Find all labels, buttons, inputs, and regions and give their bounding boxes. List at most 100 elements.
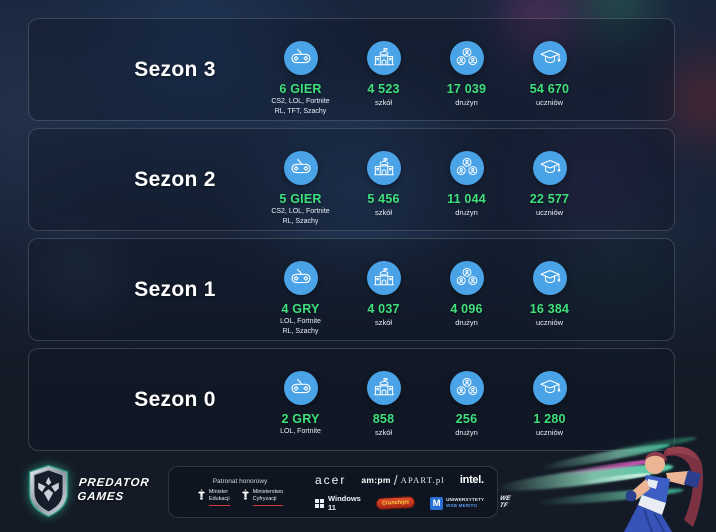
games-list-line2: RL, Szachy: [282, 328, 319, 336]
polish-eagle-icon: [241, 489, 250, 500]
stat-schools: 858 szkół: [342, 349, 425, 450]
schools-count: 5 456: [367, 192, 400, 206]
windows-icon: [315, 498, 324, 508]
polish-eagle-icon: [197, 489, 206, 500]
games-list-line1: CS2, LOL, Fortnite: [271, 208, 330, 215]
gamepad-icon: [283, 261, 318, 295]
season-stats: 2 GRY LOL, Fortnite 858 szkół 256 drużyn…: [259, 349, 593, 450]
graduation-cap-icon: [532, 41, 567, 75]
season-title: Sezon 2: [134, 167, 216, 191]
stat-schools: 5 456 szkół: [342, 129, 425, 230]
games-list-line1: LOL, Fortnite: [280, 428, 321, 435]
school-icon: [366, 371, 401, 405]
school-icon: [366, 41, 401, 75]
graduation-cap-icon: [532, 261, 567, 295]
season-card-2: Sezon 2 5 GIER CS2, LOL, Fortnite RL, Sz…: [28, 128, 675, 231]
students-count: 16 384: [529, 302, 570, 316]
gamepad-icon: [283, 41, 318, 75]
ampm-apart-logo: am:pm / APART.pl: [361, 472, 445, 488]
games-count: 5 GIER: [279, 192, 322, 206]
teams-icon: [449, 41, 484, 75]
games-list-line1: LOL, Fortnite: [280, 318, 321, 325]
stat-teams: 256 drużyn: [425, 349, 508, 450]
season-stats: 6 GIER CS2, LOL, Fortnite RL, TFT, Szach…: [259, 19, 593, 120]
teams-count: 17 039: [446, 82, 487, 96]
stat-students: 1 280 uczniów: [508, 349, 591, 450]
stat-students: 54 670 uczniów: [508, 19, 591, 120]
teams-label: drużyn: [455, 98, 478, 107]
wsb-merito-logo: M UNIWERSYTETY WSB MERITO: [430, 496, 484, 510]
season-stats: 4 GRY LOL, Fortnite RL, Szachy 4 037 szk…: [259, 239, 593, 340]
patronage-title: Patronat honorowy: [212, 478, 268, 486]
footer: PREDATOR GAMES Patronat honorowy Ministe…: [0, 434, 716, 532]
teams-label: drużyn: [455, 428, 478, 437]
season-card-1: Sezon 1 4 GRY LOL, Fortnite RL, Szachy 4…: [28, 238, 675, 341]
games-list-line1: CS2, LOL, Fortnite: [271, 98, 330, 105]
brand-wordmark: PREDATOR GAMES: [76, 477, 151, 504]
acer-logo: acer: [315, 473, 347, 487]
students-label: uczniów: [535, 428, 564, 437]
windows11-logo: Windows 11: [315, 494, 361, 512]
season-stats: 5 GIER CS2, LOL, Fortnite RL, Szachy 5 4…: [259, 129, 593, 230]
games-count: 2 GRY: [281, 412, 320, 426]
patronage-block: Patronat honorowy Minister Edukacji Mini…: [181, 478, 299, 506]
crunchips-logo: Crunchips: [375, 495, 416, 511]
school-icon: [366, 151, 401, 185]
students-count: 54 670: [529, 82, 570, 96]
patron-ministry-digital: Ministerstwo Cyfryzacji: [241, 489, 284, 506]
teams-count: 256: [455, 412, 478, 426]
patron-label: Ministerstwo Cyfryzacji: [252, 489, 284, 506]
season-title: Sezon 1: [134, 277, 216, 301]
schools-count: 4 037: [367, 302, 400, 316]
predator-shield-icon: [26, 463, 71, 519]
graduation-cap-icon: [532, 151, 567, 185]
stat-games: 2 GRY LOL, Fortnite: [259, 349, 342, 450]
students-count: 22 577: [529, 192, 570, 206]
stat-teams: 4 096 drużyn: [425, 239, 508, 340]
hero-character-art: [484, 430, 716, 532]
season-title: Sezon 3: [134, 57, 216, 81]
stat-games: 5 GIER CS2, LOL, Fortnite RL, Szachy: [259, 129, 342, 230]
brand-line1: PREDATOR: [78, 477, 151, 490]
schools-count: 4 523: [367, 82, 400, 96]
patron-label: Minister Edukacji: [208, 489, 230, 506]
games-list-line2: RL, Szachy: [282, 218, 319, 226]
graduation-cap-icon: [532, 371, 567, 405]
teams-icon: [449, 151, 484, 185]
season-stats-list: Sezon 3 6 GIER CS2, LOL, Fortnite RL, TF…: [28, 18, 675, 458]
partners-panel: Patronat honorowy Minister Edukacji Mini…: [168, 466, 511, 518]
season-card-0: Sezon 0 2 GRY LOL, Fortnite 858 szkół 25…: [28, 348, 675, 451]
gamepad-icon: [283, 151, 318, 185]
school-icon: [366, 261, 401, 295]
stat-teams: 17 039 drużyn: [425, 19, 508, 120]
students-label: uczniów: [535, 318, 564, 327]
students-label: uczniów: [535, 98, 564, 107]
teams-label: drużyn: [455, 208, 478, 217]
stat-schools: 4 523 szkół: [342, 19, 425, 120]
gamepad-icon: [283, 371, 318, 405]
sponsor-logos: acer am:pm / APART.pl intel. Windows 11 …: [299, 472, 511, 512]
predator-games-logo: PREDATOR GAMES: [26, 463, 151, 519]
schools-label: szkół: [374, 318, 393, 327]
stat-teams: 11 044 drużyn: [425, 129, 508, 230]
students-count: 1 280: [533, 412, 566, 426]
wsb-m-icon: M: [430, 496, 444, 510]
games-count: 4 GRY: [281, 302, 320, 316]
schools-label: szkół: [374, 98, 393, 107]
teams-count: 11 044: [447, 192, 486, 206]
stat-games: 6 GIER CS2, LOL, Fortnite RL, TFT, Szach…: [259, 19, 342, 120]
students-label: uczniów: [535, 208, 564, 217]
intel-logo: intel.: [459, 474, 484, 486]
schools-label: szkół: [374, 428, 393, 437]
stat-students: 22 577 uczniów: [508, 129, 591, 230]
brand-line2: GAMES: [76, 491, 125, 503]
teams-icon: [449, 261, 484, 295]
games-count: 6 GIER: [279, 82, 322, 96]
season-card-3: Sezon 3 6 GIER CS2, LOL, Fortnite RL, TF…: [28, 18, 675, 121]
teams-count: 4 096: [450, 302, 483, 316]
season-title: Sezon 0: [134, 387, 216, 411]
teams-label: drużyn: [455, 318, 478, 327]
schools-label: szkół: [374, 208, 393, 217]
